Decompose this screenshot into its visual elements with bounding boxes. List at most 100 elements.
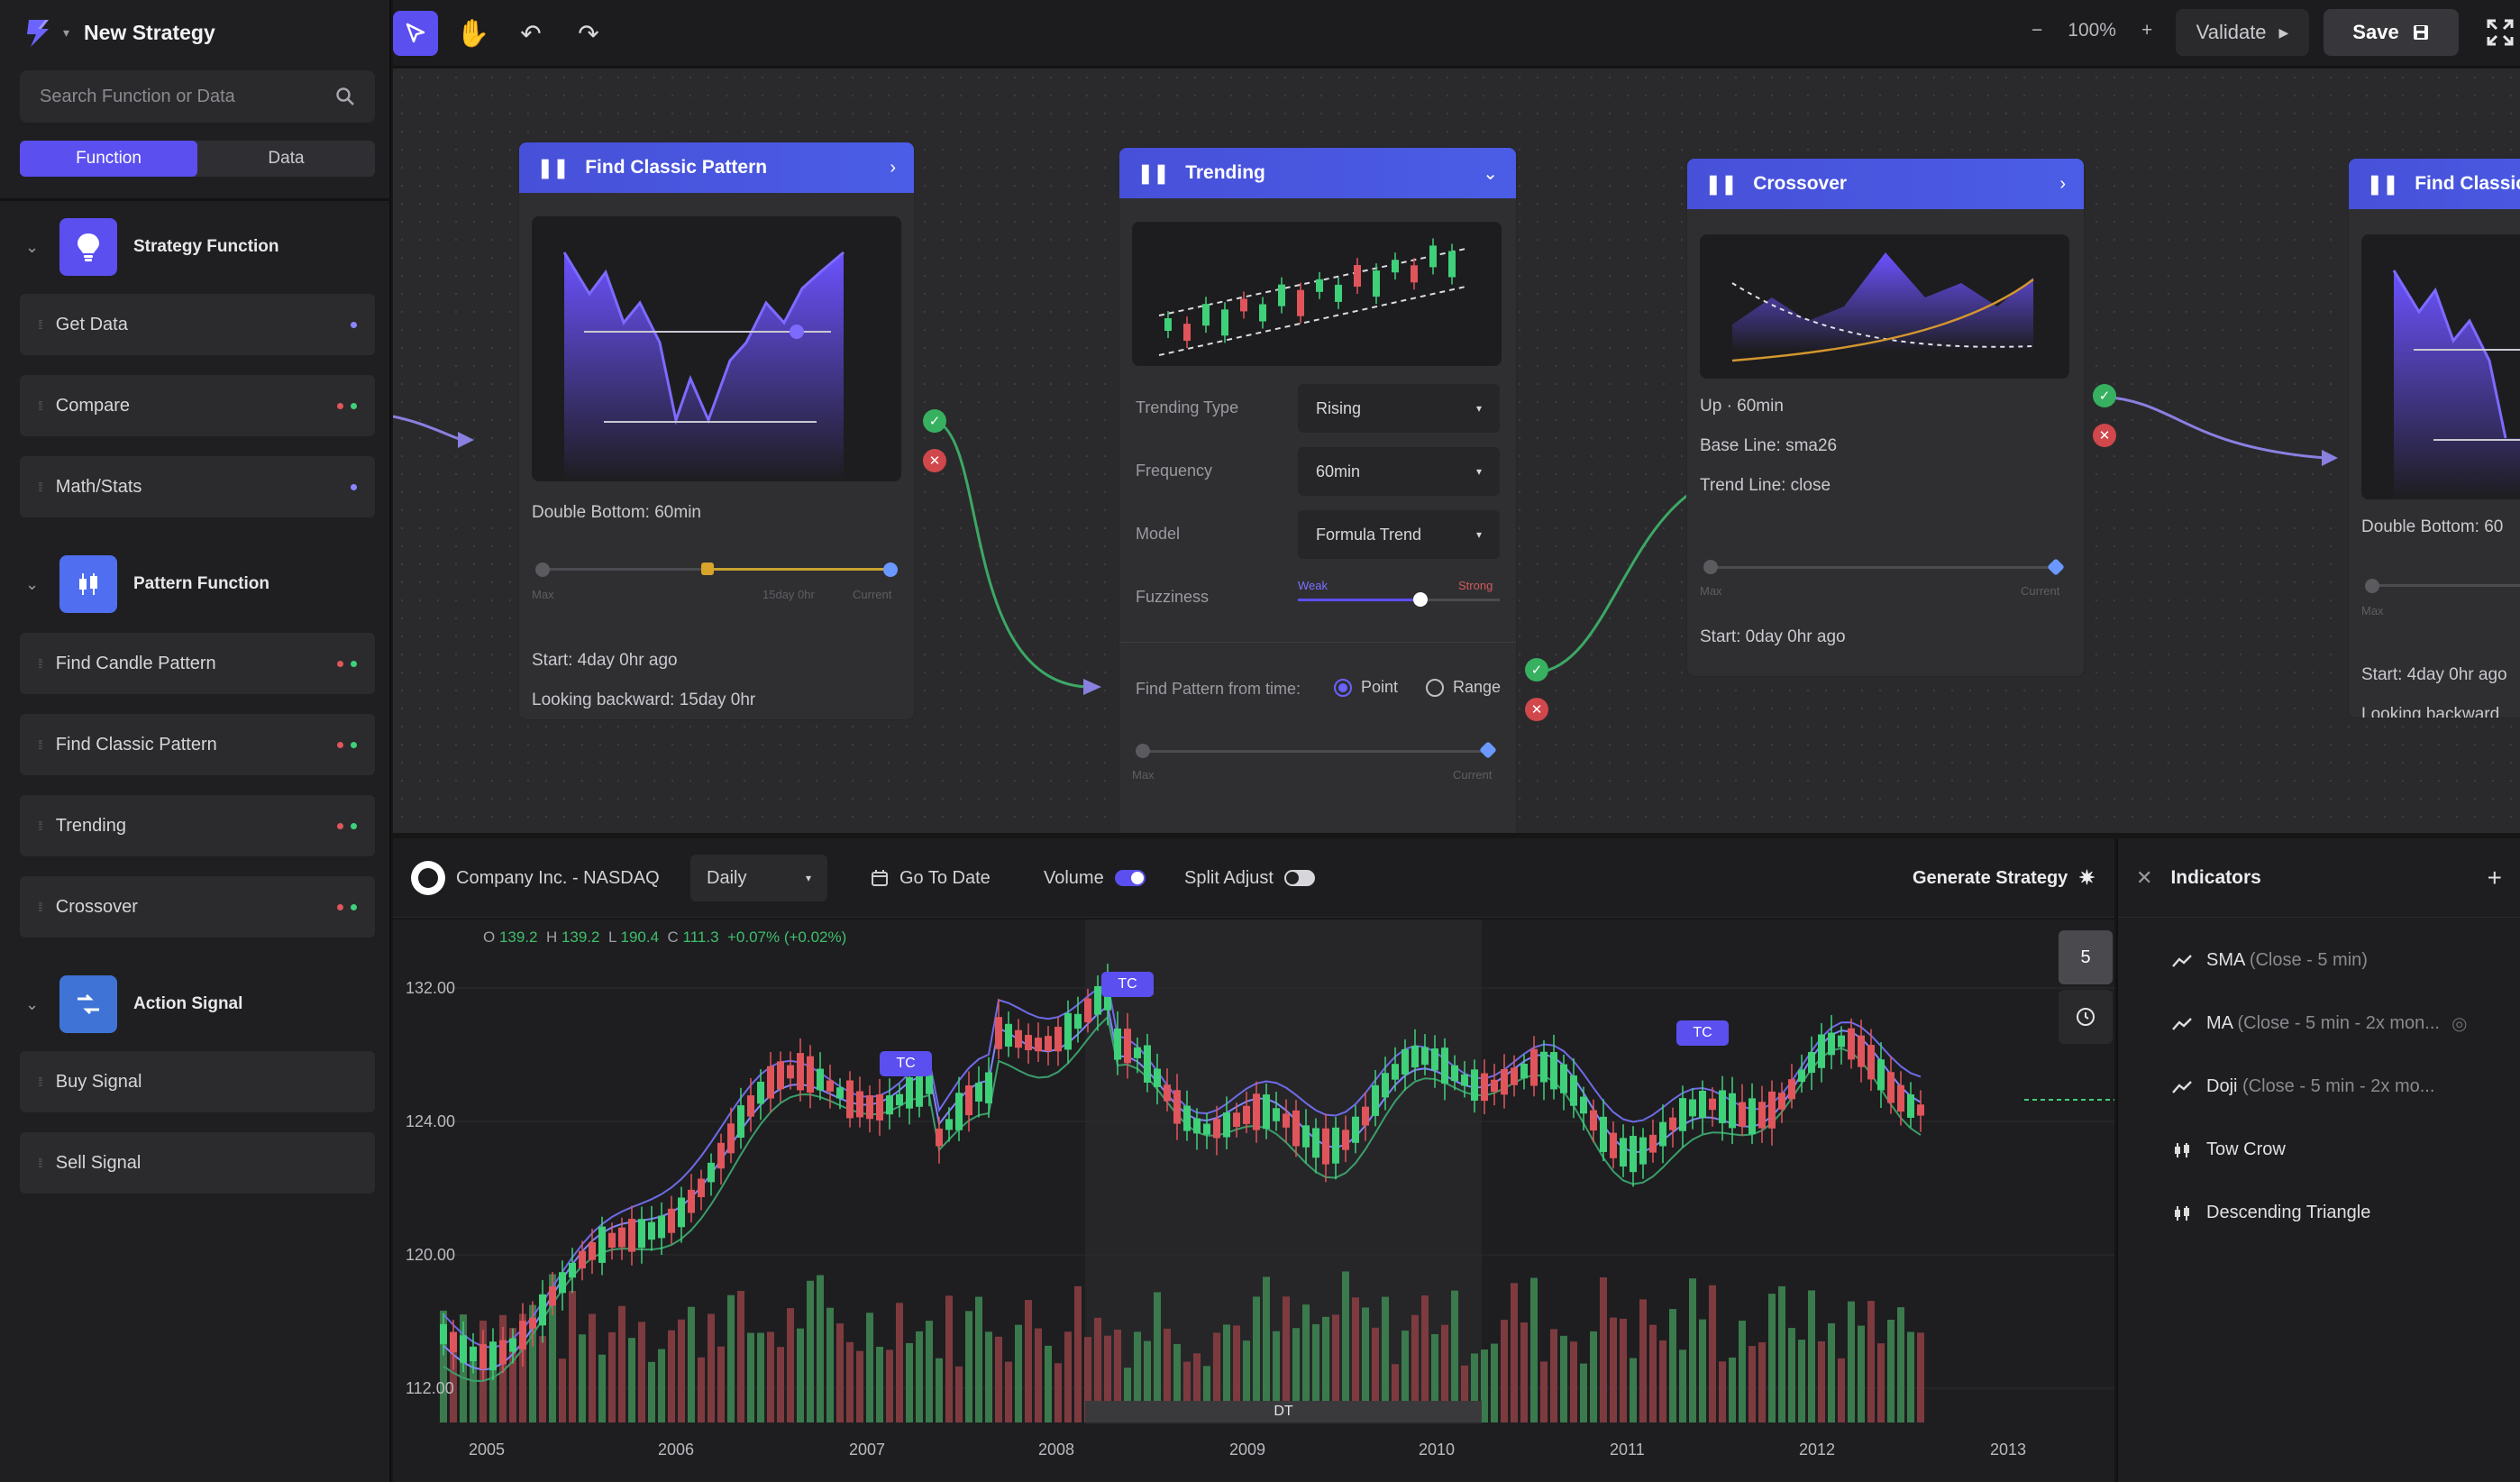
interval-select[interactable]: Daily ▾ (690, 855, 827, 901)
tab-data[interactable]: Data (268, 149, 305, 168)
sidebar-item-get-data[interactable]: ⁞⁞ Get Data (20, 294, 375, 355)
drag-handle-icon[interactable]: ⁞⁞ (38, 819, 43, 833)
chevron-down-icon[interactable]: ▾ (63, 24, 70, 40)
volume-toggle[interactable] (1114, 870, 1146, 886)
sidebar-item-find-candle-pattern[interactable]: ⁞⁞ Find Candle Pattern (20, 633, 375, 694)
chevron-right-icon[interactable]: › (890, 157, 896, 178)
fuzziness-handle[interactable] (1413, 592, 1428, 607)
node-find-classic-pattern[interactable]: ❚❚ Find Classic Pattern › Double Bottom:… (519, 142, 914, 719)
volume-toggle-wrap[interactable]: Volume (1044, 838, 1146, 918)
pause-icon[interactable]: ❚❚ (1137, 162, 1170, 184)
chevron-down-icon[interactable]: ⌄ (25, 237, 40, 256)
sidebar-item-compare[interactable]: ⁞⁞ Compare (20, 375, 375, 436)
chart-plot[interactable] (393, 919, 2114, 1482)
undo-button[interactable]: ↶ (508, 11, 553, 56)
clock-button[interactable] (2059, 990, 2113, 1044)
sidebar-item-crossover[interactable]: ⁞⁞ Crossover (20, 876, 375, 938)
drag-handle-icon[interactable]: ⁞⁞ (38, 317, 43, 332)
slider-handle-max[interactable] (1703, 560, 1718, 574)
time-slider-track[interactable] (1143, 750, 1489, 753)
slider-handle-max[interactable] (535, 563, 550, 577)
split-adjust-wrap[interactable]: Split Adjust (1184, 838, 1315, 918)
slider-handle-current[interactable] (883, 563, 898, 577)
generate-strategy-button[interactable]: Generate Strategy ✷ (1913, 838, 2095, 918)
strategy-canvas[interactable]: ❚❚ Find Classic Pattern › Double Bottom:… (393, 69, 2520, 833)
indicator-sma[interactable]: SMA (Close - 5 min) (2172, 950, 2368, 971)
model-select[interactable]: Formula Trend ▾ (1298, 510, 1500, 559)
interval-badge[interactable]: 5 (2059, 930, 2113, 984)
price-chart[interactable]: O 139.2 H 139.2 L 190.4 C 111.3 +0.07% (… (393, 919, 2114, 1482)
hidden-eye-icon[interactable]: ◎ (2452, 1014, 2468, 1034)
sidebar-item-find-classic-pattern[interactable]: ⁞⁞ Find Classic Pattern (20, 714, 375, 775)
validate-button[interactable]: Validate ▶ (2176, 9, 2309, 56)
pattern-tag[interactable]: TC (1101, 972, 1154, 997)
node-crossover[interactable]: ❚❚ Crossover › Up · 60min Base Line: sma… (1687, 159, 2084, 676)
pattern-tag[interactable]: TC (880, 1051, 932, 1076)
radio-range[interactable]: Range (1426, 678, 1501, 697)
pause-icon[interactable]: ❚❚ (2367, 173, 2399, 195)
zoom-out-button[interactable]: − (2032, 20, 2043, 41)
symbol-selector[interactable]: Company Inc. - NASDAQ (411, 838, 660, 918)
save-button[interactable]: Save (2324, 9, 2459, 56)
port-true-icon[interactable]: ✓ (2093, 384, 2116, 407)
select-tool-button[interactable] (393, 11, 438, 56)
node-header[interactable]: ❚❚ Find Classic P (2349, 159, 2520, 209)
port-false-icon[interactable]: ✕ (923, 449, 946, 472)
redo-button[interactable]: ↷ (566, 11, 611, 56)
pause-icon[interactable]: ❚❚ (537, 157, 570, 178)
tab-function[interactable]: Function (20, 141, 197, 177)
sidebar-item-trending[interactable]: ⁞⁞ Trending (20, 795, 375, 856)
range-label[interactable]: DT (1085, 1401, 1482, 1423)
split-adjust-toggle[interactable] (1283, 870, 1315, 886)
pan-tool-button[interactable]: ✋ (451, 11, 496, 56)
indicator-tow-crow[interactable]: Tow Crow (2172, 1139, 2286, 1160)
fuzziness-slider[interactable] (1298, 599, 1500, 601)
crossover-slider-track[interactable] (1711, 566, 2057, 569)
frequency-select[interactable]: 60min ▾ (1298, 447, 1500, 496)
pattern-tag[interactable]: TC (1676, 1020, 1729, 1046)
port-true-icon[interactable]: ✓ (923, 409, 946, 433)
drag-handle-icon[interactable]: ⁞⁞ (38, 656, 43, 671)
go-to-date-button[interactable]: Go To Date (871, 838, 991, 918)
node-find-classic-pattern-2[interactable]: ❚❚ Find Classic P Double Bottom: 60 Max … (2349, 159, 2520, 718)
pause-icon[interactable]: ❚❚ (1705, 173, 1738, 195)
indicator-descending-triangle[interactable]: Descending Triangle (2172, 1203, 2370, 1223)
port-false-icon[interactable]: ✕ (2093, 424, 2116, 447)
sidebar-item-sell-signal[interactable]: ⁞⁞ Sell Signal (20, 1132, 375, 1194)
port-true-icon[interactable]: ✓ (1525, 658, 1548, 682)
node-header[interactable]: ❚❚ Trending ⌄ (1119, 148, 1516, 198)
indicator-doji[interactable]: Doji (Close - 5 min - 2x mo... (2172, 1076, 2434, 1097)
drag-handle-icon[interactable]: ⁞⁞ (38, 900, 43, 914)
chevron-down-icon[interactable]: ⌄ (1483, 163, 1498, 184)
add-indicator-button[interactable]: + (2487, 863, 2502, 892)
search-icon[interactable] (335, 87, 355, 106)
chevron-down-icon[interactable]: ⌄ (25, 574, 40, 593)
section-action-signal[interactable]: ⌄ Action Signal (25, 975, 242, 1033)
slider-handle-max[interactable] (1136, 744, 1150, 758)
node-header[interactable]: ❚❚ Find Classic Pattern › (519, 142, 914, 193)
fullscreen-button[interactable] (2480, 13, 2520, 52)
drag-handle-icon[interactable]: ⁞⁞ (38, 1156, 43, 1170)
drag-handle-icon[interactable]: ⁞⁞ (38, 1075, 43, 1089)
drag-handle-icon[interactable]: ⁞⁞ (38, 398, 43, 413)
lookback-slider-track[interactable] (2372, 584, 2520, 587)
search-input[interactable] (40, 86, 328, 107)
slider-handle-current[interactable] (1479, 741, 1497, 759)
node-trending[interactable]: ❚❚ Trending ⌄ Trending Type Rising ▾ Freq… (1119, 148, 1516, 833)
zoom-in-button[interactable]: + (2141, 20, 2153, 41)
drag-handle-icon[interactable]: ⁞⁞ (38, 737, 43, 752)
section-pattern-function[interactable]: ⌄ Pattern Function (25, 555, 269, 613)
section-strategy-function[interactable]: ⌄ Strategy Function (25, 218, 279, 276)
chevron-right-icon[interactable]: › (2059, 173, 2066, 194)
trending-type-select[interactable]: Rising ▾ (1298, 384, 1500, 433)
slider-handle-mid[interactable] (701, 563, 714, 575)
indicator-ma[interactable]: MA (Close - 5 min - 2x mon... ◎ (2172, 1013, 2467, 1034)
chevron-down-icon[interactable]: ⌄ (25, 994, 40, 1013)
brand[interactable]: ▾ New Strategy (22, 13, 215, 52)
drag-handle-icon[interactable]: ⁞⁞ (38, 480, 43, 494)
radio-point[interactable]: Point (1334, 678, 1398, 697)
close-icon[interactable]: ✕ (2136, 865, 2153, 889)
search-box[interactable] (20, 70, 375, 123)
port-false-icon[interactable]: ✕ (1525, 698, 1548, 721)
slider-handle-max[interactable] (2365, 579, 2379, 593)
